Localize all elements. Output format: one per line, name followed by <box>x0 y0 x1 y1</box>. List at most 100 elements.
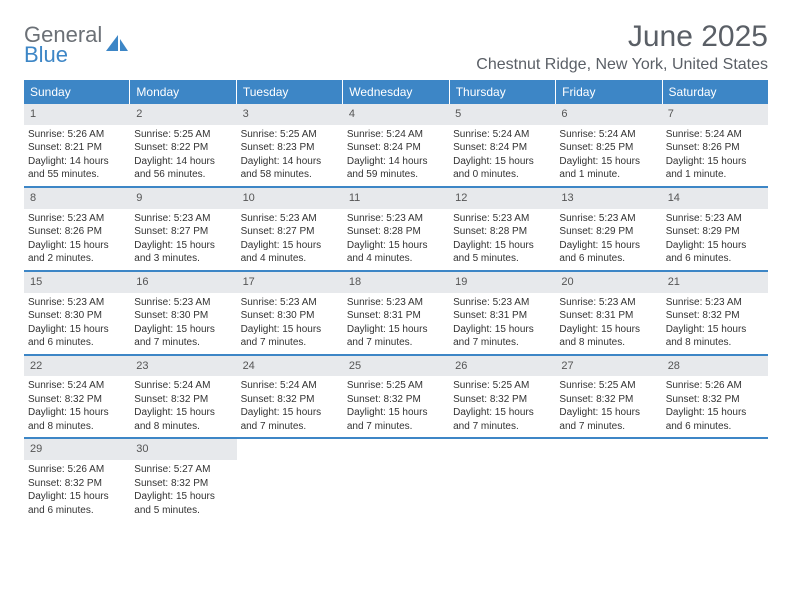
day-number: 13 <box>555 188 661 209</box>
daylight-line: Daylight: 15 hours and 7 minutes. <box>241 323 339 350</box>
sunset-line: Sunset: 8:32 PM <box>666 393 764 407</box>
sunrise-line: Sunrise: 5:24 AM <box>559 128 657 142</box>
week-row: 1Sunrise: 5:26 AMSunset: 8:21 PMDaylight… <box>24 104 768 186</box>
sunset-line: Sunset: 8:32 PM <box>134 393 232 407</box>
day-cell: 14Sunrise: 5:23 AMSunset: 8:29 PMDayligh… <box>662 188 768 270</box>
daylight-line: Daylight: 15 hours and 8 minutes. <box>559 323 657 350</box>
sunrise-line: Sunrise: 5:23 AM <box>347 212 445 226</box>
day-cell: 15 Sunrise: 5:23 AMSunset: 8:30 PMDayligh… <box>24 272 130 354</box>
sunrise-line: Sunrise: 5:23 AM <box>28 296 126 310</box>
day-cell: 5Sunrise: 5:24 AMSunset: 8:24 PMDaylight… <box>449 104 555 186</box>
sunrise-line: Sunrise: 5:25 AM <box>241 128 339 142</box>
day-number: 6 <box>555 104 661 125</box>
sunrise-line: Sunrise: 5:27 AM <box>134 463 232 477</box>
calendar-grid: SundayMondayTuesdayWednesdayThursdayFrid… <box>24 80 768 521</box>
day-number: 17 <box>237 272 343 293</box>
dow-wednesday: Wednesday <box>343 80 449 104</box>
daylight-line: Daylight: 15 hours and 7 minutes. <box>453 406 551 433</box>
day-cell: 18Sunrise: 5:23 AMSunset: 8:31 PMDayligh… <box>343 272 449 354</box>
sunrise-line: Sunrise: 5:23 AM <box>241 212 339 226</box>
daylight-line: Daylight: 15 hours and 8 minutes. <box>134 406 232 433</box>
daylight-line: Daylight: 15 hours and 7 minutes. <box>559 406 657 433</box>
daylight-line: Daylight: 15 hours and 5 minutes. <box>134 490 232 517</box>
day-cell: 9Sunrise: 5:23 AMSunset: 8:27 PMDaylight… <box>130 188 236 270</box>
weeks-container: 1Sunrise: 5:26 AMSunset: 8:21 PMDaylight… <box>24 104 768 521</box>
day-cell: 27Sunrise: 5:25 AMSunset: 8:32 PMDayligh… <box>555 356 661 438</box>
day-cell: 22Sunrise: 5:24 AMSunset: 8:32 PMDayligh… <box>24 356 130 438</box>
day-cell <box>343 439 449 521</box>
day-number: 4 <box>343 104 449 125</box>
sunset-line: Sunset: 8:30 PM <box>134 309 232 323</box>
day-cell: 29Sunrise: 5:26 AMSunset: 8:32 PMDayligh… <box>24 439 130 521</box>
month-title: June 2025 <box>476 20 768 54</box>
day-number: 18 <box>343 272 449 293</box>
day-number: 27 <box>555 356 661 377</box>
day-cell: 23Sunrise: 5:24 AMSunset: 8:32 PMDayligh… <box>130 356 236 438</box>
day-cell: 17Sunrise: 5:23 AMSunset: 8:30 PMDayligh… <box>237 272 343 354</box>
day-number: 30 <box>130 439 236 460</box>
sunrise-line: Sunrise: 5:23 AM <box>134 212 232 226</box>
sunrise-line: Sunrise: 5:23 AM <box>347 296 445 310</box>
day-number: 15 <box>24 272 130 293</box>
day-number: 28 <box>662 356 768 377</box>
day-number: 29 <box>24 439 130 460</box>
sunrise-line: Sunrise: 5:25 AM <box>559 379 657 393</box>
daylight-line: Daylight: 15 hours and 7 minutes. <box>347 406 445 433</box>
daylight-line: Daylight: 15 hours and 7 minutes. <box>453 323 551 350</box>
week-row: 29Sunrise: 5:26 AMSunset: 8:32 PMDayligh… <box>24 437 768 521</box>
sunset-line: Sunset: 8:26 PM <box>28 225 126 239</box>
day-cell: 16Sunrise: 5:23 AMSunset: 8:30 PMDayligh… <box>130 272 236 354</box>
dow-tuesday: Tuesday <box>237 80 343 104</box>
day-cell: 12Sunrise: 5:23 AMSunset: 8:28 PMDayligh… <box>449 188 555 270</box>
sunset-line: Sunset: 8:32 PM <box>28 477 126 491</box>
sunrise-line: Sunrise: 5:23 AM <box>453 212 551 226</box>
sunset-line: Sunset: 8:28 PM <box>347 225 445 239</box>
sunrise-line: Sunrise: 5:25 AM <box>453 379 551 393</box>
daylight-line: Daylight: 15 hours and 7 minutes. <box>134 323 232 350</box>
sunset-line: Sunset: 8:29 PM <box>559 225 657 239</box>
day-number: 20 <box>555 272 661 293</box>
dow-friday: Friday <box>556 80 662 104</box>
sunrise-line: Sunrise: 5:24 AM <box>241 379 339 393</box>
daylight-line: Daylight: 15 hours and 1 minute. <box>666 155 764 182</box>
day-cell: 28Sunrise: 5:26 AMSunset: 8:32 PMDayligh… <box>662 356 768 438</box>
daylight-line: Daylight: 15 hours and 0 minutes. <box>453 155 551 182</box>
sunrise-line: Sunrise: 5:23 AM <box>28 212 126 226</box>
dow-row: SundayMondayTuesdayWednesdayThursdayFrid… <box>24 80 768 104</box>
sail-icon <box>104 33 130 58</box>
brand-line2: Blue <box>24 44 102 66</box>
sunset-line: Sunset: 8:32 PM <box>453 393 551 407</box>
sunrise-line: Sunrise: 5:23 AM <box>666 296 764 310</box>
daylight-line: Daylight: 15 hours and 3 minutes. <box>134 239 232 266</box>
sunset-line: Sunset: 8:31 PM <box>453 309 551 323</box>
sunset-line: Sunset: 8:30 PM <box>28 309 126 323</box>
sunrise-line: Sunrise: 5:23 AM <box>453 296 551 310</box>
day-number: 21 <box>662 272 768 293</box>
sunset-line: Sunset: 8:24 PM <box>347 141 445 155</box>
day-cell <box>237 439 343 521</box>
day-cell: 2Sunrise: 5:25 AMSunset: 8:22 PMDaylight… <box>130 104 236 186</box>
dow-sunday: Sunday <box>24 80 130 104</box>
day-cell: 25Sunrise: 5:25 AMSunset: 8:32 PMDayligh… <box>343 356 449 438</box>
sunset-line: Sunset: 8:32 PM <box>241 393 339 407</box>
daylight-line: Daylight: 15 hours and 2 minutes. <box>28 239 126 266</box>
sunset-line: Sunset: 8:29 PM <box>666 225 764 239</box>
daylight-line: Daylight: 15 hours and 6 minutes. <box>28 323 126 350</box>
daylight-line: Daylight: 15 hours and 5 minutes. <box>453 239 551 266</box>
sunset-line: Sunset: 8:21 PM <box>28 141 126 155</box>
day-number: 3 <box>237 104 343 125</box>
daylight-line: Daylight: 15 hours and 6 minutes. <box>559 239 657 266</box>
sunrise-line: Sunrise: 5:23 AM <box>134 296 232 310</box>
daylight-line: Daylight: 15 hours and 4 minutes. <box>241 239 339 266</box>
day-number: 10 <box>237 188 343 209</box>
sunset-line: Sunset: 8:26 PM <box>666 141 764 155</box>
daylight-line: Daylight: 15 hours and 6 minutes. <box>28 490 126 517</box>
day-number: 11 <box>343 188 449 209</box>
day-cell: 7Sunrise: 5:24 AMSunset: 8:26 PMDaylight… <box>662 104 768 186</box>
daylight-line: Daylight: 15 hours and 4 minutes. <box>347 239 445 266</box>
sunset-line: Sunset: 8:25 PM <box>559 141 657 155</box>
day-number: 8 <box>24 188 130 209</box>
day-number: 1 <box>24 104 130 125</box>
day-cell: 8 Sunrise: 5:23 AMSunset: 8:26 PMDaylight… <box>24 188 130 270</box>
day-cell <box>555 439 661 521</box>
